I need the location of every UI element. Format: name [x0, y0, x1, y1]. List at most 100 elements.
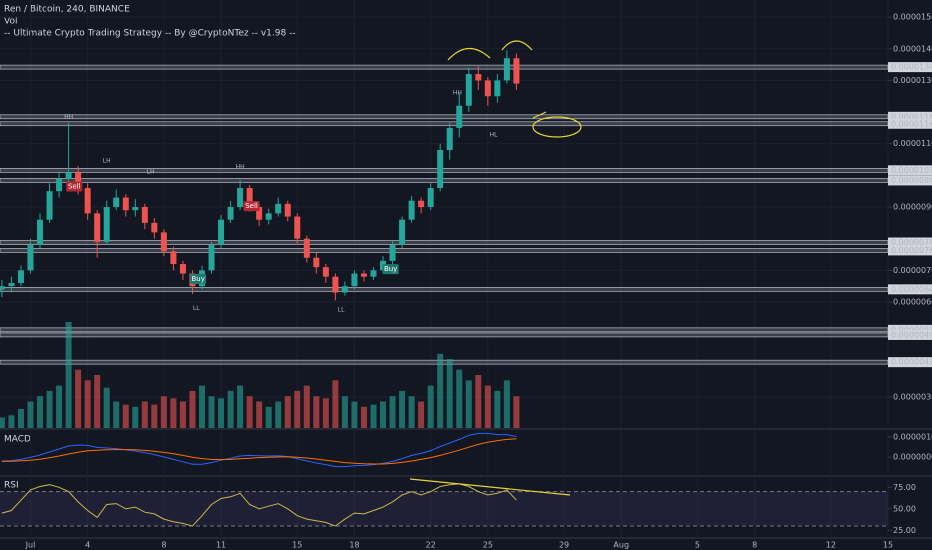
candle-body: [284, 203, 291, 217]
candle-body: [151, 222, 158, 233]
candle-body: [160, 232, 167, 252]
rsi-title: RSI: [4, 481, 19, 491]
signal-label: Sell: [245, 202, 258, 210]
candle-body: [389, 245, 396, 261]
x-tick-label: 12: [826, 541, 836, 550]
x-tick-label: 29: [559, 541, 569, 550]
x-tick-label: 22: [426, 541, 436, 550]
y-tick-label: 0.00000600: [893, 298, 932, 307]
candle-body: [484, 80, 491, 97]
level-label-box: [888, 357, 932, 368]
level-label: 0.00001342: [891, 63, 932, 72]
candle-body: [103, 207, 110, 242]
volume-bar: [484, 385, 491, 428]
volume-bar: [265, 406, 272, 428]
level-label: 0.00001163: [891, 119, 932, 128]
volume-bar: [332, 380, 339, 428]
candle-body: [170, 251, 177, 265]
drawn-stroke: [532, 111, 547, 119]
level-label: 0.00000496: [891, 330, 932, 339]
candle-body: [503, 58, 510, 81]
x-tick-label: 18: [349, 541, 359, 550]
volume-bar: [94, 375, 101, 428]
volume-bar: [103, 387, 110, 428]
level-label-box: [888, 284, 932, 295]
volume-bar: [151, 404, 158, 428]
volume-bar: [503, 380, 510, 428]
x-tick-label: 8: [161, 541, 166, 550]
x-tick-label: 15: [883, 541, 893, 550]
volume-bar: [122, 404, 129, 428]
volume-bar: [313, 396, 320, 428]
y-tick-label: 0.00001100: [893, 139, 932, 148]
candle-body: [294, 216, 301, 239]
level-label: 0.00000763: [891, 246, 932, 255]
x-tick-label: 5: [695, 541, 700, 550]
swing-label: HH: [64, 113, 73, 120]
volume-bar: [513, 396, 520, 428]
volume-bar: [446, 359, 453, 428]
level-label-box: [888, 329, 932, 340]
rsi-tick-label: 25.00: [893, 526, 916, 535]
swing-label: LL: [193, 305, 200, 312]
candle-body: [246, 188, 253, 208]
volume-bar: [456, 369, 463, 428]
volume-bar: [294, 390, 301, 428]
level-band: [0, 64, 889, 70]
level-band: [0, 287, 889, 292]
x-tick-label: Aug: [613, 541, 629, 550]
volume-bar: [84, 380, 91, 428]
candle-body: [237, 188, 244, 208]
volume-bar: [8, 415, 15, 428]
volume-bar: [179, 401, 186, 428]
y-tick-label: 0.00001500: [893, 13, 932, 22]
candle-body: [141, 207, 148, 223]
level-band: [0, 327, 889, 333]
level-band: [0, 168, 889, 173]
volume-bar: [56, 385, 63, 428]
candle-body: [46, 191, 53, 220]
macd-title: MACD: [4, 435, 31, 445]
candle-body: [56, 178, 63, 192]
volume-bar: [17, 408, 24, 428]
swing-label: LH: [147, 169, 155, 176]
signal-line: [1, 438, 517, 465]
level-band: [0, 240, 889, 245]
volume-bar: [189, 390, 196, 428]
candle-body: [465, 74, 472, 106]
y-tick-label: 0.00000300: [893, 392, 932, 401]
level-label-box: [888, 118, 932, 129]
volume-bar: [170, 398, 177, 428]
candle-body: [179, 264, 186, 274]
candle-body: [122, 197, 129, 211]
swing-label: HL: [490, 132, 499, 139]
level-band: [0, 359, 889, 365]
level-label-box: [888, 165, 932, 176]
level-label: 0.00000788: [891, 238, 932, 247]
rsi-trendline: [409, 478, 571, 496]
level-label-box: [888, 324, 932, 335]
level-label: 0.00000512: [891, 325, 932, 334]
y-tick-label: 0.00001300: [893, 76, 932, 85]
volume-bar: [132, 406, 139, 428]
macd-tick-label: 0.00000100: [893, 433, 932, 442]
volume-bar: [399, 390, 406, 428]
level-label: 0.00001185: [891, 112, 932, 121]
candle-body: [275, 203, 282, 214]
candle-body: [208, 245, 215, 271]
level-label-box: [888, 245, 932, 256]
candle-body: [494, 80, 501, 97]
volume-bar: [370, 404, 377, 428]
candle-body: [65, 172, 72, 179]
candle-body: [399, 219, 406, 246]
rsi-line: [1, 483, 517, 527]
volume-bar: [237, 385, 244, 428]
volume-bar: [427, 385, 434, 428]
volume-bar: [46, 390, 53, 428]
y-tick-label: 0.00000900: [893, 203, 932, 212]
candle-body: [303, 238, 310, 258]
signal-label: Sell: [68, 182, 81, 190]
